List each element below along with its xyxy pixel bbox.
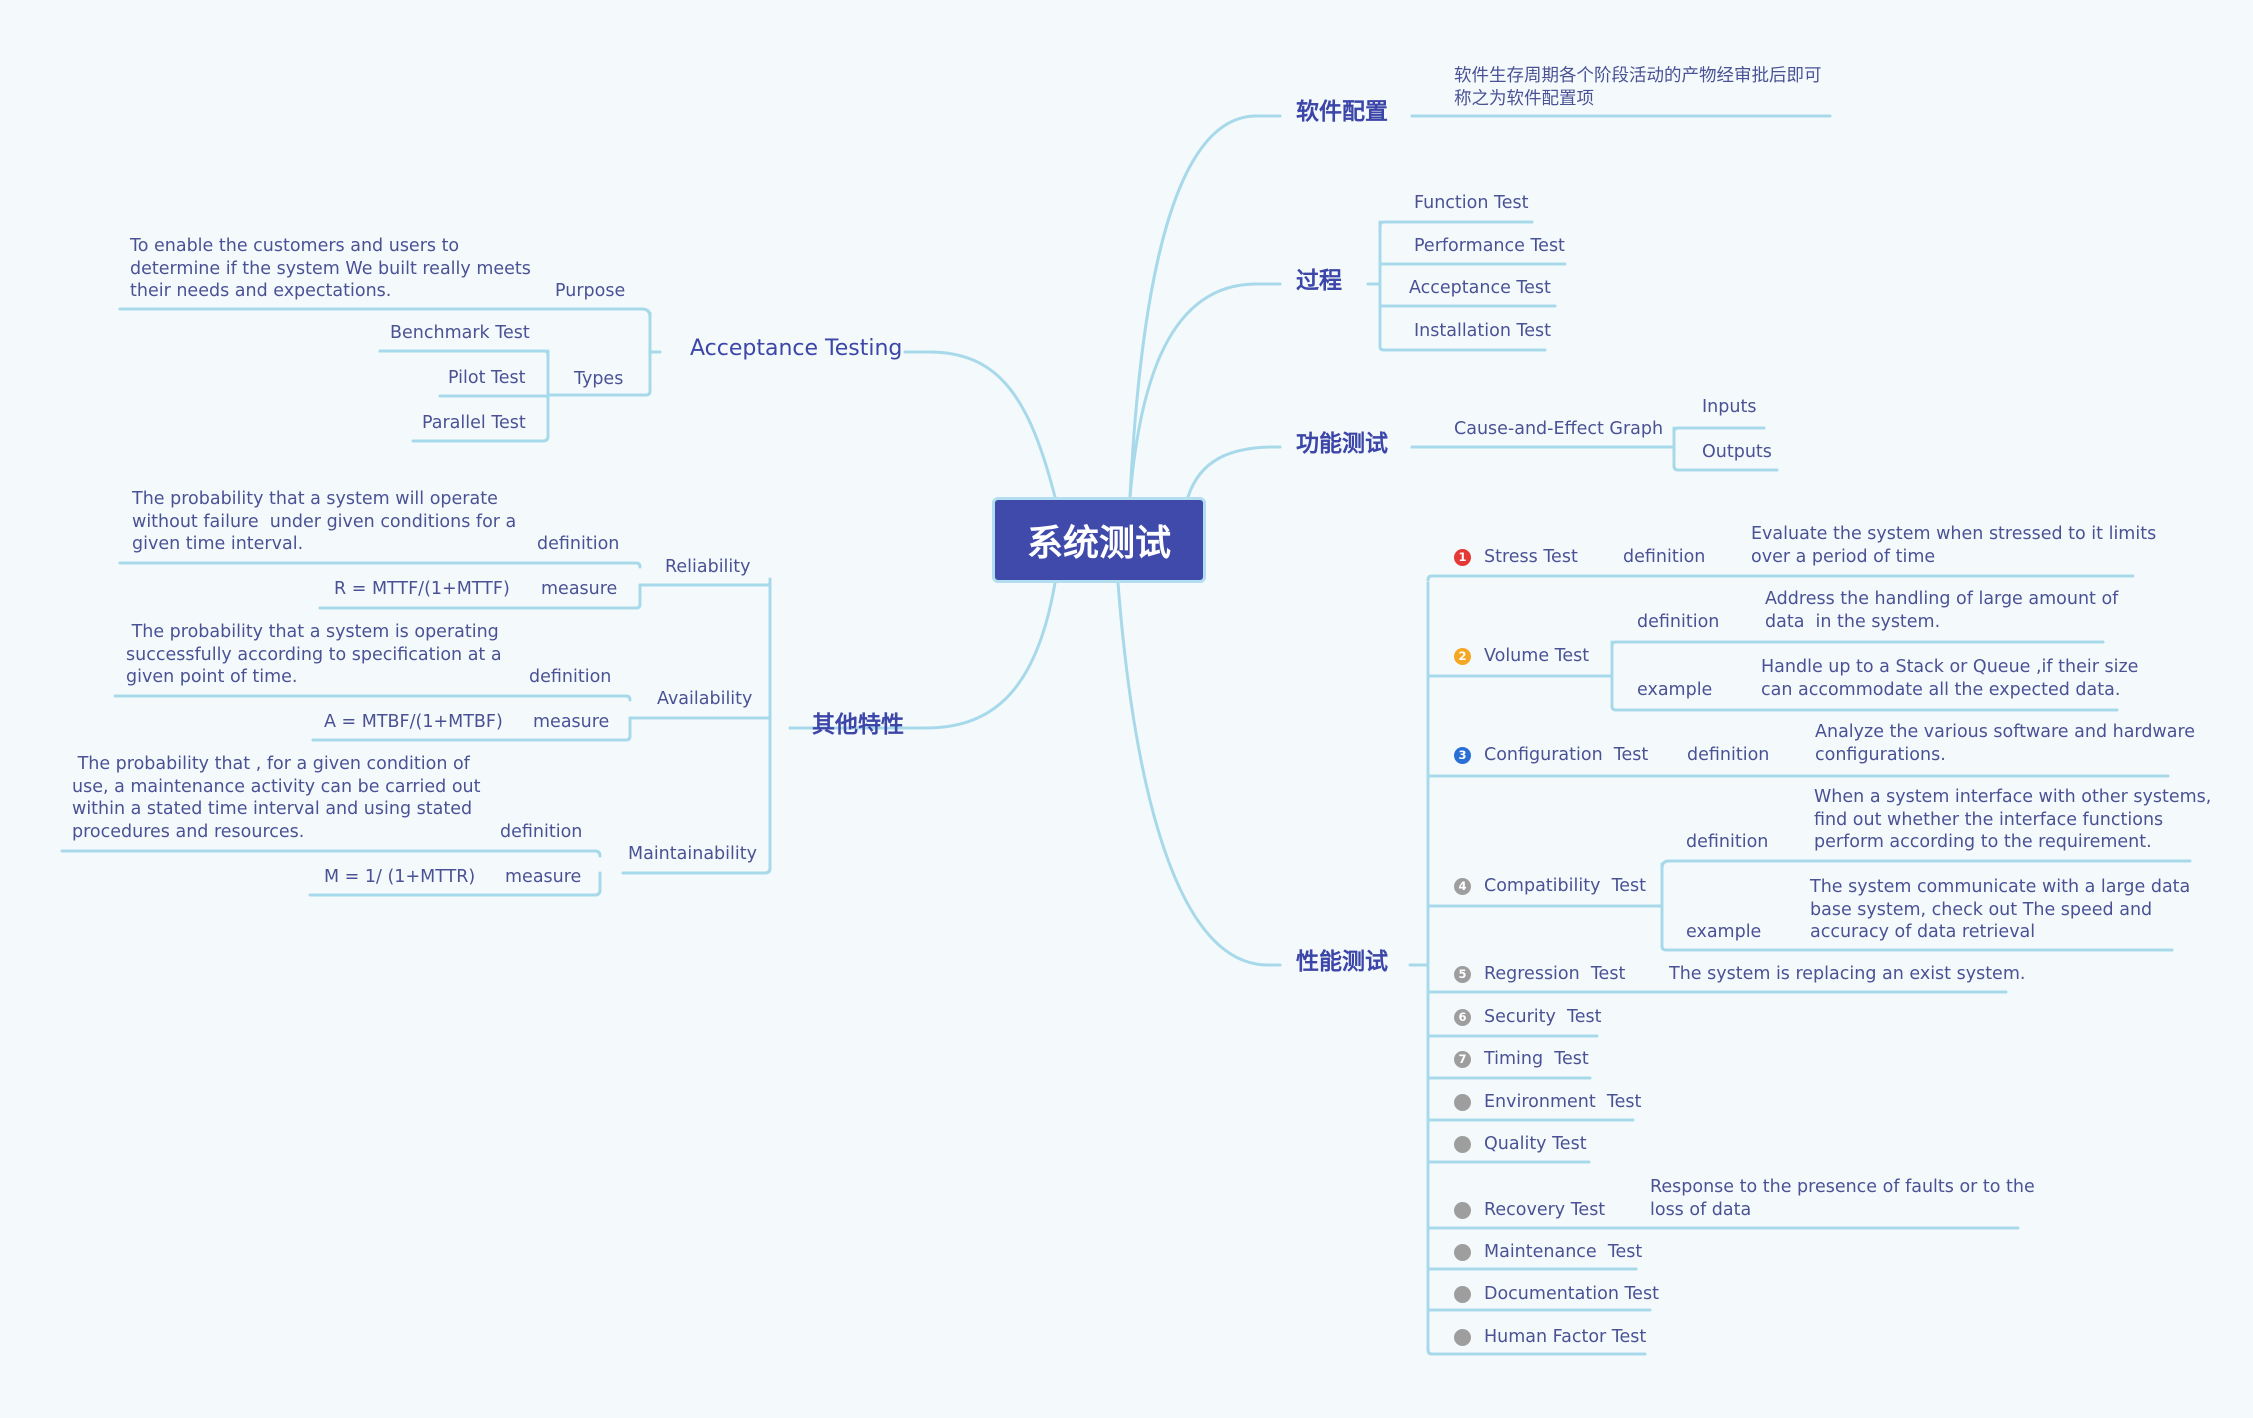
availability-formula: A = MTBF/(1+MTBF) — [324, 712, 503, 732]
bullet-icon — [1454, 1094, 1471, 1111]
quality-test[interactable]: Quality Test — [1484, 1134, 1587, 1154]
reliability-measure-label: measure — [541, 579, 618, 599]
graph-outputs[interactable]: Outputs — [1702, 442, 1772, 462]
maintainability-label: Maintainability — [628, 844, 757, 864]
branch-config[interactable]: 软件配置 — [1296, 99, 1388, 125]
graph-inputs[interactable]: Inputs — [1702, 397, 1757, 417]
volume-test[interactable]: Volume Test — [1484, 646, 1590, 666]
priority-1-icon: 1 — [1454, 549, 1471, 566]
branch-other-properties[interactable]: 其他特性 — [812, 712, 904, 738]
type-item[interactable]: Parallel Test — [422, 413, 526, 433]
configuration-def-text: Analyze the various software and hardwar… — [1815, 722, 2196, 765]
config-definition: 软件生存周期各个阶段活动的产物经审批后即可 称之为软件配置项 — [1454, 66, 1822, 109]
process-item[interactable]: Acceptance Test — [1409, 278, 1551, 298]
process-item[interactable]: Function Test — [1414, 193, 1529, 213]
type-item[interactable]: Benchmark Test — [390, 323, 530, 343]
stress-def-label: definition — [1623, 547, 1706, 567]
branch-performance[interactable]: 性能测试 — [1296, 949, 1388, 975]
documentation-test[interactable]: Documentation Test — [1484, 1284, 1659, 1304]
maintainability-formula: M = 1/ (1+MTTR) — [324, 867, 476, 887]
maintainability-def-label: definition — [500, 822, 583, 842]
availability-measure-label: measure — [533, 712, 610, 732]
availability-def-text: The probability that a system is operati… — [126, 622, 502, 687]
environment-test[interactable]: Environment Test — [1484, 1092, 1642, 1112]
volume-def-label: definition — [1637, 612, 1720, 632]
regression-test[interactable]: Regression Test — [1484, 964, 1626, 984]
stress-def-text: Evaluate the system when stressed to it … — [1751, 524, 2157, 567]
reliability-label: Reliability — [665, 557, 751, 577]
reliability-formula: R = MTTF/(1+MTTF) — [334, 579, 510, 599]
priority-5-icon: 5 — [1454, 966, 1471, 983]
availability-def-label: definition — [529, 667, 612, 687]
type-item[interactable]: Pilot Test — [448, 368, 526, 388]
bullet-icon — [1454, 1329, 1471, 1346]
priority-4-icon: 4 — [1454, 878, 1471, 895]
bullet-icon — [1454, 1286, 1471, 1303]
recovery-test[interactable]: Recovery Test — [1484, 1200, 1606, 1220]
priority-6-icon: 6 — [1454, 1009, 1471, 1026]
process-item[interactable]: Performance Test — [1414, 236, 1565, 256]
branch-functional[interactable]: 功能测试 — [1296, 431, 1388, 457]
volume-ex-label: example — [1637, 680, 1713, 700]
cause-effect-graph[interactable]: Cause-and-Effect Graph — [1454, 419, 1664, 439]
compatibility-ex-label: example — [1686, 922, 1762, 942]
priority-7-icon: 7 — [1454, 1051, 1471, 1068]
priority-2-icon: 2 — [1454, 648, 1471, 665]
timing-test[interactable]: Timing Test — [1484, 1049, 1589, 1069]
recovery-text: Response to the presence of faults or to… — [1650, 1177, 2035, 1220]
compatibility-def-label: definition — [1686, 832, 1769, 852]
compatibility-test[interactable]: Compatibility Test — [1484, 876, 1647, 896]
volume-def-text: Address the handling of large amount of … — [1765, 589, 2119, 632]
compatibility-ex-text: The system communicate with a large data… — [1810, 877, 2191, 942]
branch-process[interactable]: 过程 — [1296, 268, 1342, 294]
bullet-icon — [1454, 1244, 1471, 1261]
configuration-def-label: definition — [1687, 745, 1770, 765]
regression-text: The system is replacing an exist system. — [1669, 964, 2026, 984]
volume-ex-text: Handle up to a Stack or Queue ,if their … — [1761, 657, 2139, 700]
compatibility-def-text: When a system interface with other syste… — [1814, 787, 2212, 852]
reliability-def-text: The probability that a system will opera… — [132, 489, 517, 554]
types-label: Types — [574, 369, 624, 389]
branch-acceptance-testing[interactable]: Acceptance Testing — [690, 336, 903, 361]
stress-test[interactable]: Stress Test — [1484, 547, 1578, 567]
security-test[interactable]: Security Test — [1484, 1007, 1602, 1027]
bullet-icon — [1454, 1136, 1471, 1153]
purpose-text: To enable the customers and users to det… — [130, 236, 531, 301]
maintenance-test[interactable]: Maintenance Test — [1484, 1242, 1643, 1262]
availability-label: Availability — [657, 689, 753, 709]
priority-3-icon: 3 — [1454, 747, 1471, 764]
maintainability-measure-label: measure — [505, 867, 582, 887]
root-node[interactable]: 系统测试 — [992, 497, 1206, 583]
bullet-icon — [1454, 1202, 1471, 1219]
human-factor-test[interactable]: Human Factor Test — [1484, 1327, 1647, 1347]
configuration-test[interactable]: Configuration Test — [1484, 745, 1649, 765]
process-item[interactable]: Installation Test — [1414, 321, 1551, 341]
reliability-def-label: definition — [537, 534, 620, 554]
purpose-label: Purpose — [555, 281, 626, 301]
maintainability-def-text: The probability that , for a given condi… — [72, 754, 481, 842]
